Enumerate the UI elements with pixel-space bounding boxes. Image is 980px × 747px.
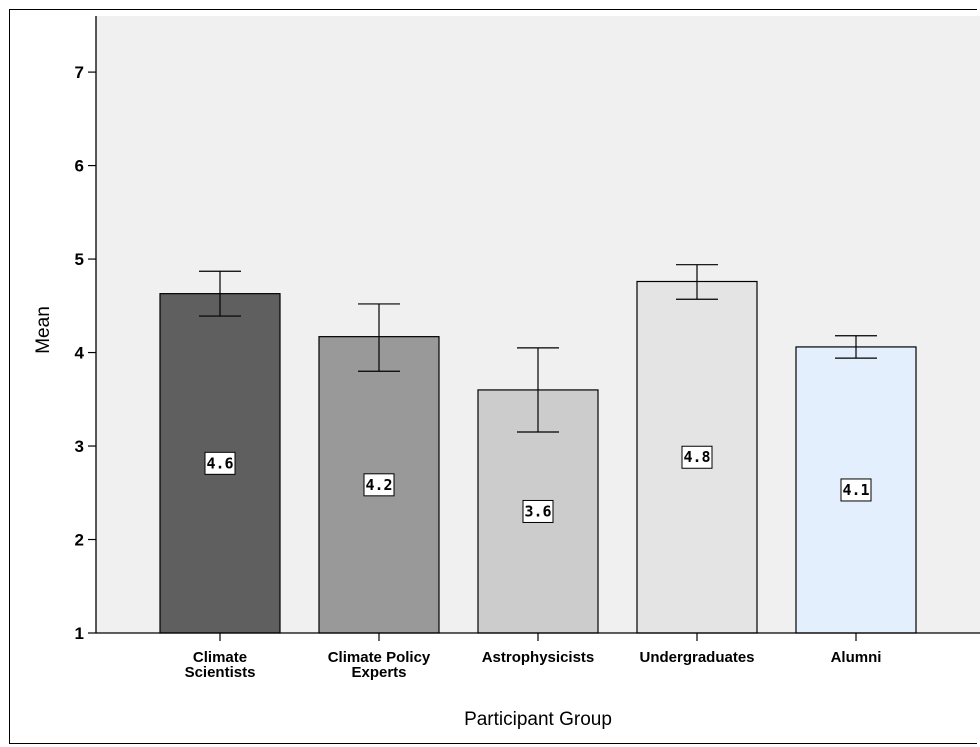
x-tick-label: Climate Policy (328, 649, 431, 666)
x-tick-label: Astrophysicists (482, 649, 595, 666)
y-tick-label: 3 (75, 437, 84, 456)
value-label: 3.6 (524, 502, 551, 520)
x-tick-label: Scientists (185, 664, 256, 681)
x-tick-label: Experts (351, 664, 406, 681)
value-label-box (840, 478, 872, 502)
x-tick-label: Undergraduates (639, 649, 754, 666)
value-label-box (204, 451, 236, 475)
x-tick-label: Alumni (831, 649, 882, 666)
error-bars-group (199, 264, 877, 433)
x-axis-title: Participant Group (464, 709, 612, 730)
y-tick-label: 5 (75, 250, 84, 269)
y-tick-label: 2 (75, 531, 84, 550)
y-tick-label: 7 (75, 63, 84, 82)
value-label: 4.1 (842, 481, 869, 499)
y-tick-label: 1 (75, 624, 84, 643)
value-label: 4.8 (683, 448, 710, 466)
value-label: 4.6 (206, 454, 233, 472)
x-tick-label: Climate (193, 649, 247, 666)
y-tick-label: 4 (75, 344, 85, 363)
value-labels-group: 4.6 4.2 3.6 4.8 4.1 (204, 445, 872, 523)
value-label-box (522, 499, 554, 523)
value-label-box (681, 445, 713, 469)
y-axis-title: Mean (33, 306, 54, 354)
y-tick-label: 6 (75, 157, 84, 176)
value-label: 4.2 (365, 476, 392, 494)
value-label-box (363, 473, 395, 497)
